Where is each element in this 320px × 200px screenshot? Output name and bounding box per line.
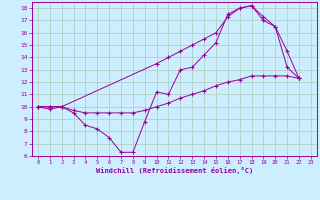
X-axis label: Windchill (Refroidissement éolien,°C): Windchill (Refroidissement éolien,°C) [96,167,253,174]
